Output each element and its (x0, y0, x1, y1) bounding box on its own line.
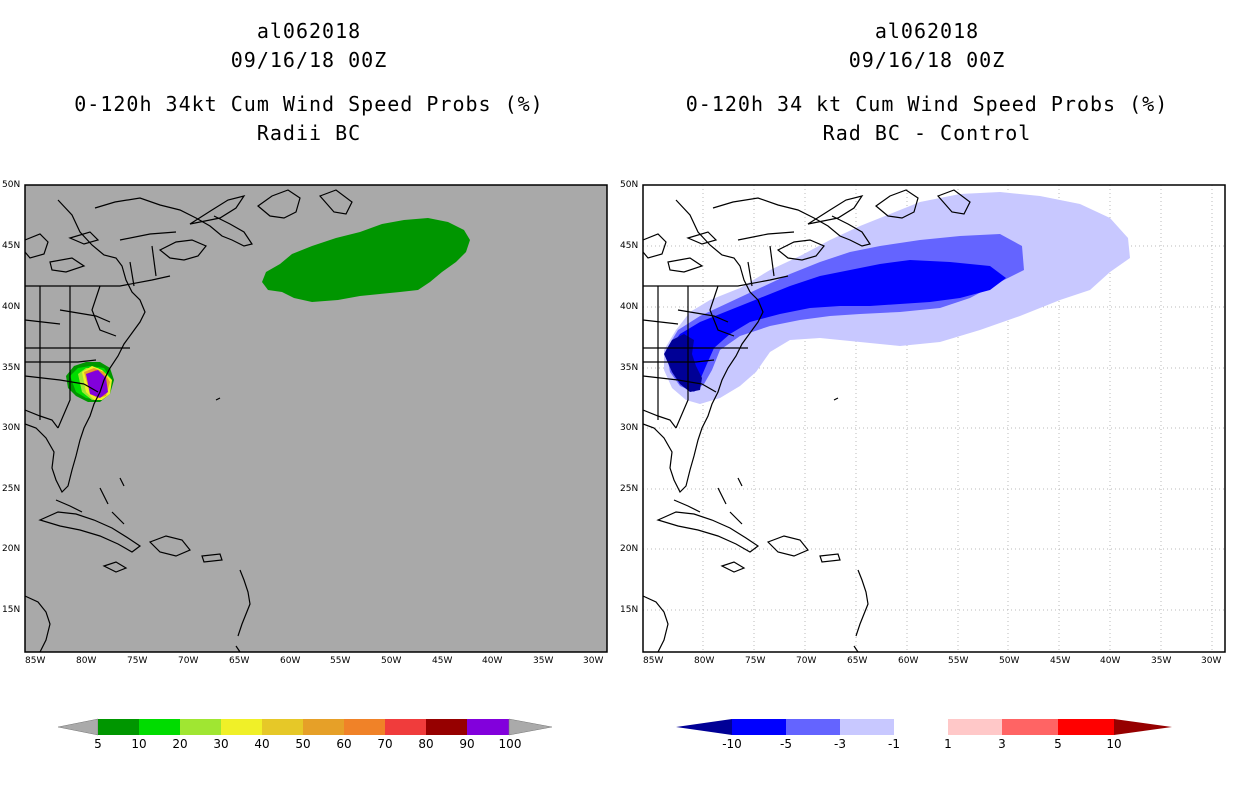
right-lon-tick: 45W (1050, 656, 1071, 666)
left-lon-tick: 35W (533, 656, 554, 666)
right-lat-tick: 20N (620, 544, 639, 554)
right-lat-tick: 15N (620, 605, 639, 615)
left-storm-id: al062018 (256, 19, 362, 43)
right-colorbar-label: -3 (834, 737, 846, 751)
right-lon-tick: 35W (1151, 656, 1172, 666)
left-lon-tick: 65W (229, 656, 250, 666)
left-lat-tick: 35N (2, 363, 21, 373)
right-lat-tick: 30N (620, 423, 639, 433)
left-lat-tick: 25N (2, 484, 21, 494)
right-lat-tick: 45N (620, 241, 639, 251)
right-lon-tick: 60W (898, 656, 919, 666)
right-lon-tick: 30W (1201, 656, 1222, 666)
left-datetime: 09/16/18 00Z (230, 48, 388, 72)
left-prob-swath-north (262, 218, 470, 302)
right-map (642, 184, 1226, 653)
right-colorbar-label: -5 (780, 737, 792, 751)
right-diff-strong (668, 260, 1006, 384)
left-colorbar-label: 90 (459, 737, 475, 751)
right-storm-id: al062018 (874, 19, 980, 43)
right-lon-tick: 40W (1100, 656, 1121, 666)
left-lon-tick: 75W (127, 656, 148, 666)
right-lon-tick: 50W (999, 656, 1020, 666)
right-colorbar-label: -10 (722, 737, 742, 751)
left-colorbar-label: 70 (377, 737, 393, 751)
right-lat-tick: 35N (620, 363, 639, 373)
left-lat-tick: 45N (2, 241, 21, 251)
left-colorbar-label: 80 (418, 737, 434, 751)
right-lon-tick: 75W (745, 656, 766, 666)
right-lon-tick: 85W (643, 656, 664, 666)
left-lon-tick: 70W (178, 656, 199, 666)
right-lat-tick: 25N (620, 484, 639, 494)
right-colorbar-label: 10 (1106, 737, 1122, 751)
left-subtitle: Radii BC (256, 121, 362, 145)
left-colorbar-label: 60 (336, 737, 352, 751)
right-colorbar-label: 1 (944, 737, 952, 751)
right-map-frame (642, 184, 1226, 653)
left-lat-tick: 40N (2, 302, 21, 312)
right-lat-tick: 50N (620, 180, 639, 190)
right-colorbar-label: -1 (888, 737, 900, 751)
left-colorbar-label: 10 (131, 737, 147, 751)
left-colorbar-label: 5 (94, 737, 102, 751)
left-lat-tick: 15N (2, 605, 21, 615)
right-colorbar (676, 719, 1172, 735)
left-lon-tick: 45W (432, 656, 453, 666)
right-datetime: 09/16/18 00Z (848, 48, 1006, 72)
right-product-title: 0-120h 34 kt Cum Wind Speed Probs (%) (685, 92, 1169, 116)
left-colorbar-label: 30 (213, 737, 229, 751)
right-lon-tick: 80W (694, 656, 715, 666)
left-lat-tick: 30N (2, 423, 21, 433)
left-lat-tick: 50N (2, 180, 21, 190)
left-colorbar-label: 40 (254, 737, 270, 751)
left-colorbar-label: 50 (295, 737, 311, 751)
left-lon-tick: 85W (25, 656, 46, 666)
left-map (24, 184, 608, 653)
left-colorbar (57, 718, 553, 736)
left-lon-tick: 30W (583, 656, 604, 666)
right-lon-tick: 70W (796, 656, 817, 666)
left-lon-tick: 40W (482, 656, 503, 666)
left-lon-tick: 80W (76, 656, 97, 666)
left-lon-tick: 60W (280, 656, 301, 666)
right-subtitle: Rad BC - Control (822, 121, 1032, 145)
right-lon-tick: 65W (847, 656, 868, 666)
right-colorbar-label: 3 (998, 737, 1006, 751)
right-lat-tick: 40N (620, 302, 639, 312)
left-lon-tick: 55W (330, 656, 351, 666)
left-lon-tick: 50W (381, 656, 402, 666)
right-lon-tick: 55W (948, 656, 969, 666)
left-map-frame (24, 184, 608, 653)
left-colorbar-label: 20 (172, 737, 188, 751)
left-lat-tick: 20N (2, 544, 21, 554)
left-colorbar-label: 100 (498, 737, 522, 751)
right-colorbar-label: 5 (1054, 737, 1062, 751)
left-product-title: 0-120h 34kt Cum Wind Speed Probs (%) (74, 92, 544, 116)
